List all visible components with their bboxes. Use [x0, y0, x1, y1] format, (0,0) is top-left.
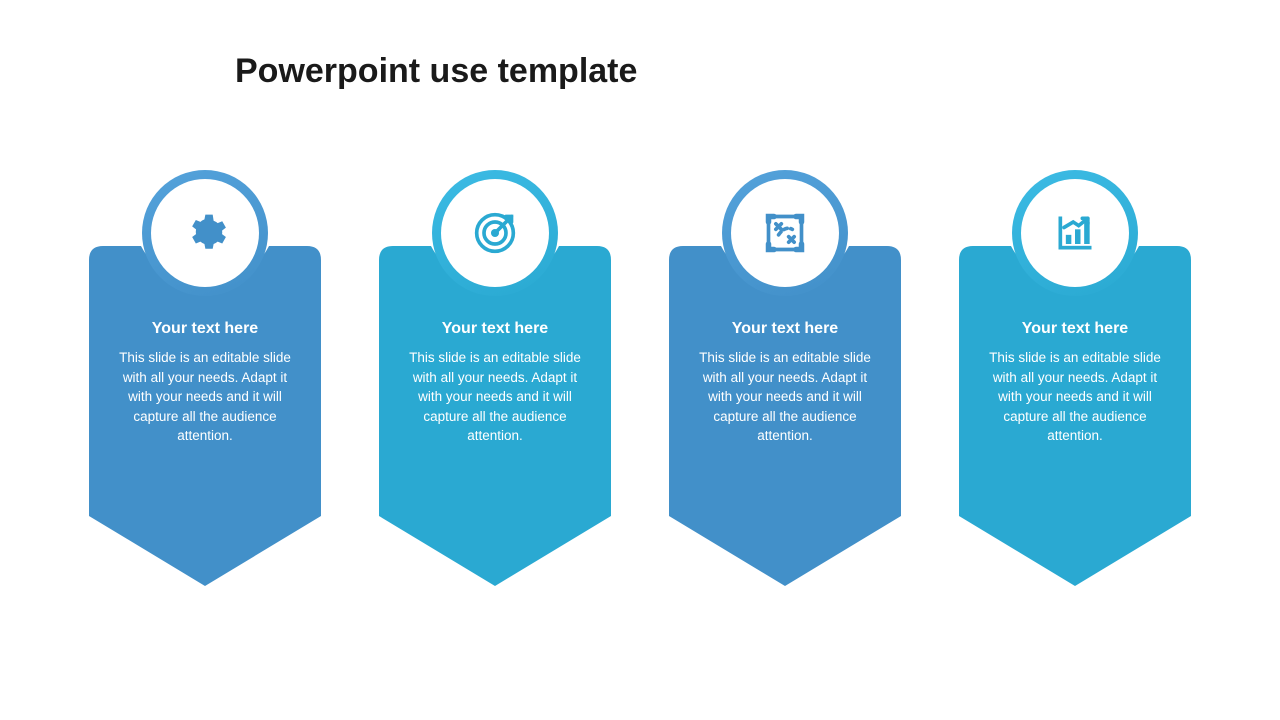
- card-2-content: Your text here This slide is an editable…: [379, 320, 611, 446]
- card-4-heading: Your text here: [989, 320, 1161, 338]
- card-4: Your text here This slide is an editable…: [959, 170, 1191, 590]
- card-1-circle-inner: [151, 179, 259, 287]
- card-3-content: Your text here This slide is an editable…: [669, 320, 901, 446]
- chart-icon: [1053, 211, 1097, 255]
- card-2-circle: [432, 170, 558, 296]
- card-2: Your text here This slide is an editable…: [379, 170, 611, 590]
- card-3-circle: [722, 170, 848, 296]
- card-1-heading: Your text here: [119, 320, 291, 338]
- target-icon: [473, 211, 517, 255]
- card-1-circle: [142, 170, 268, 296]
- card-4-content: Your text here This slide is an editable…: [959, 320, 1191, 446]
- gear-icon: [183, 211, 227, 255]
- card-1-content: Your text here This slide is an editable…: [89, 320, 321, 446]
- slide-title: Powerpoint use template: [235, 52, 637, 91]
- card-1: Your text here This slide is an editable…: [89, 170, 321, 590]
- strategy-icon: [763, 211, 807, 255]
- card-4-body: This slide is an editable slide with all…: [989, 348, 1161, 446]
- card-1-body: This slide is an editable slide with all…: [119, 348, 291, 446]
- card-4-circle-inner: [1021, 179, 1129, 287]
- card-4-circle: [1012, 170, 1138, 296]
- card-3-circle-inner: [731, 179, 839, 287]
- card-2-heading: Your text here: [409, 320, 581, 338]
- card-3: Your text here This slide is an editable…: [669, 170, 901, 590]
- cards-row: Your text here This slide is an editable…: [0, 170, 1280, 590]
- card-2-circle-inner: [441, 179, 549, 287]
- card-3-heading: Your text here: [699, 320, 871, 338]
- card-3-body: This slide is an editable slide with all…: [699, 348, 871, 446]
- card-2-body: This slide is an editable slide with all…: [409, 348, 581, 446]
